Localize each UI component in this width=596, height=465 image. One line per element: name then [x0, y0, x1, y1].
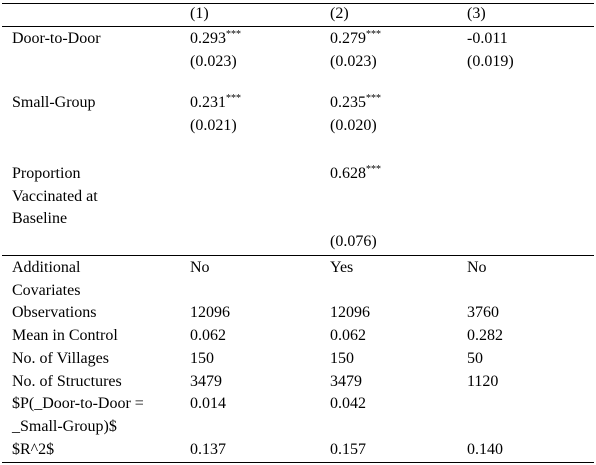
stars: ***: [366, 93, 381, 104]
coef-value: 0.628: [330, 165, 366, 182]
column-header: (2): [330, 5, 349, 22]
stat-value: 3479: [330, 373, 362, 390]
row-label: Additional Covariates: [12, 259, 81, 299]
stat-value: 0.042: [330, 395, 366, 412]
stat-value: 12096: [330, 304, 370, 321]
column-header: (1): [190, 5, 209, 22]
stat-value: 0.062: [190, 327, 226, 344]
se: (0.019): [467, 53, 514, 70]
row-label: Proportion Vaccinated at Baseline: [12, 165, 98, 228]
coef: 0.628***: [330, 163, 381, 186]
column-header: (3): [467, 5, 486, 22]
coef: 0.231***: [190, 92, 241, 115]
stat-value: 0.137: [190, 441, 226, 458]
stat-value: No: [467, 259, 487, 276]
row-label: No. of Structures: [12, 373, 122, 390]
stat-value: 50: [467, 350, 483, 367]
row-label: Mean in Control: [12, 327, 118, 344]
stars: ***: [366, 164, 381, 175]
se: (0.021): [190, 117, 237, 134]
row-label: Door-to-Door: [12, 30, 101, 47]
bottom-rule: [2, 462, 594, 463]
stat-value: No: [190, 259, 210, 276]
coef-value: 0.279: [330, 30, 366, 47]
se: (0.023): [190, 53, 237, 70]
coef-value: 0.231: [190, 94, 226, 111]
coef: 0.293***: [190, 28, 241, 51]
top-rule: [2, 3, 594, 4]
coef-value: 0.293: [190, 30, 226, 47]
header-rule: [2, 26, 594, 27]
stat-value: 12096: [190, 304, 230, 321]
coef: 0.279***: [330, 28, 381, 51]
se: (0.076): [330, 233, 377, 250]
row-label: Small-Group: [12, 94, 96, 111]
mid-rule: [2, 255, 594, 256]
row-label: $P(_Door-to-Door = _Small-Group)$: [12, 395, 144, 435]
se: (0.023): [330, 53, 377, 70]
stat-value: 0.282: [467, 327, 503, 344]
stat-value: 150: [190, 350, 214, 367]
se: (0.020): [330, 117, 377, 134]
stat-value: 0.062: [330, 327, 366, 344]
stat-value: 150: [330, 350, 354, 367]
row-label: $R^2$: [12, 441, 55, 458]
row-label: Observations: [12, 304, 97, 321]
coef: 0.235***: [330, 92, 381, 115]
row-label: No. of Villages: [12, 350, 109, 367]
stat-value: 0.157: [330, 441, 366, 458]
coef-value: 0.235: [330, 94, 366, 111]
stat-value: 0.014: [190, 395, 226, 412]
stat-value: Yes: [330, 259, 354, 276]
stat-value: 3760: [467, 304, 499, 321]
stars: ***: [226, 93, 241, 104]
stat-value: 0.140: [467, 441, 503, 458]
stat-value: 3479: [190, 373, 222, 390]
stat-value: 1120: [467, 373, 499, 390]
coef: -0.011: [467, 30, 508, 47]
stars: ***: [226, 29, 241, 40]
stars: ***: [366, 29, 381, 40]
